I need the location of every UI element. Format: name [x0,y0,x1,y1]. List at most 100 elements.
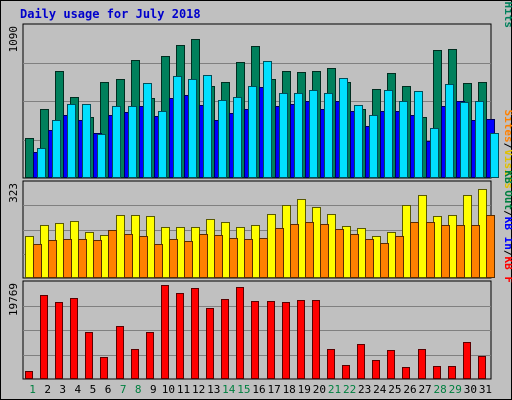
bar-sites-day-4 [78,239,87,278]
right-legend-visits-sites: Sites/Visits [502,110,512,190]
bar-sites-day-21 [335,229,344,278]
bar-pages-day-11 [188,79,197,178]
bar-sites-day-23 [365,239,374,278]
legend-hits: Hits [502,2,512,29]
x-tick-label-day-21: 21 [328,383,341,396]
bar-sites-day-31 [486,215,495,278]
bar-kb-f-day-18 [282,302,290,379]
legend-kb-out: KB Out [502,170,512,210]
bar-sites-day-13 [214,235,223,278]
x-tick-label-day-26: 26 [403,383,416,396]
bar-pages-day-12 [203,75,212,178]
legend-sites: Sites [502,110,512,143]
x-tick-label-day-8: 8 [135,383,142,396]
bar-sites-day-22 [350,234,359,278]
x-tick-label-day-23: 23 [358,383,371,396]
bar-sites-day-20 [320,224,329,278]
legend-: / [502,210,512,217]
bar-kb-f-day-11 [176,293,184,379]
x-tick-label-day-27: 27 [418,383,431,396]
bar-sites-day-3 [63,239,72,278]
bar-pages-day-17 [279,93,288,178]
bar-sites-day-30 [471,225,480,278]
legend-kb-f: KB F [502,257,512,284]
bar-kb-f-day-19 [297,300,305,379]
bar-pages-day-16 [263,61,272,178]
bar-kb-f-day-28 [433,366,441,379]
x-tick-label-day-4: 4 [75,383,82,396]
x-tick-label-day-30: 30 [464,383,477,396]
x-tick-label-day-1: 1 [29,383,36,396]
bar-sites-day-9 [154,244,163,278]
x-tick-label-day-3: 3 [59,383,66,396]
bar-kb-f-day-2 [40,295,48,379]
bar-pages-day-21 [339,78,348,178]
bar-kb-f-day-1 [25,371,33,379]
bar-pages-day-31 [490,133,499,178]
bar-kb-f-day-26 [402,367,410,379]
bar-pages-day-22 [354,105,363,178]
bar-sites-day-27 [426,222,435,278]
bar-sites-day-11 [184,241,193,278]
bar-pages-day-26 [414,91,423,178]
bar-kb-f-day-10 [161,285,169,379]
bar-pages-day-19 [309,90,318,178]
bar-visits-day-1 [25,236,34,278]
bar-pages-day-6 [112,106,121,178]
y-max-label-visits-sites: 323 [7,183,20,203]
bar-sites-day-16 [259,238,268,278]
bar-kb-f-day-30 [463,342,471,379]
bar-kb-f-day-12 [191,288,199,379]
bar-sites-day-12 [199,234,208,278]
bar-sites-day-19 [305,222,314,278]
bar-pages-day-8 [143,83,152,178]
bar-pages-day-3 [67,104,76,178]
bar-kb-f-day-8 [131,349,139,379]
bar-visits-day-7 [116,215,125,278]
x-tick-label-day-28: 28 [434,383,447,396]
bar-pages-day-18 [294,93,303,178]
bar-kb-f-day-24 [372,360,380,379]
x-tick-label-day-31: 31 [479,383,492,396]
x-tick-label-day-18: 18 [283,383,296,396]
x-tick-label-day-13: 13 [207,383,220,396]
bar-pages-day-27 [430,128,439,178]
bar-pages-day-29 [460,102,469,178]
legend-: / [502,250,512,257]
bar-kb-f-day-22 [342,365,350,379]
bar-sites-day-2 [48,240,57,278]
bar-sites-day-26 [410,222,419,278]
x-tick-label-day-5: 5 [90,383,97,396]
x-tick-label-day-2: 2 [44,383,51,396]
x-tick-label-day-20: 20 [313,383,326,396]
bar-kb-f-day-15 [236,287,244,379]
x-tick-label-day-11: 11 [177,383,190,396]
x-tick-label-day-10: 10 [162,383,175,396]
bar-kb-f-day-4 [70,298,78,379]
bar-visits-day-27 [418,195,427,278]
bar-sites-day-10 [169,239,178,278]
bar-kb-f-day-21 [327,349,335,379]
right-legend-hits-files-pages: Pages/Files/Hits [502,0,512,28]
right-legend-kbytes: KB Out/KB In/KB F [502,170,512,283]
bar-pages-day-2 [52,120,61,178]
bar-kb-f-day-14 [221,299,229,379]
bar-pages-day-25 [399,101,408,178]
bar-kb-f-day-5 [85,332,93,379]
bar-pages-day-4 [82,104,91,178]
bar-sites-day-17 [275,228,284,278]
y-max-label-kbytes: 19769 [7,283,20,316]
x-tick-label-day-14: 14 [222,383,236,396]
bar-sites-day-8 [139,236,148,278]
legend-visits: Visits [502,149,512,189]
bar-sites-day-25 [395,236,404,278]
bar-pages-day-7 [128,106,137,178]
bar-kb-f-day-16 [251,301,259,379]
bar-sites-day-18 [290,224,299,278]
legend-: / [502,143,512,150]
bar-kb-f-day-31 [478,356,486,379]
bar-kb-f-day-20 [312,300,320,379]
bar-kb-f-day-9 [146,332,154,379]
bar-pages-day-15 [248,86,257,178]
bar-sites-day-14 [229,238,238,278]
